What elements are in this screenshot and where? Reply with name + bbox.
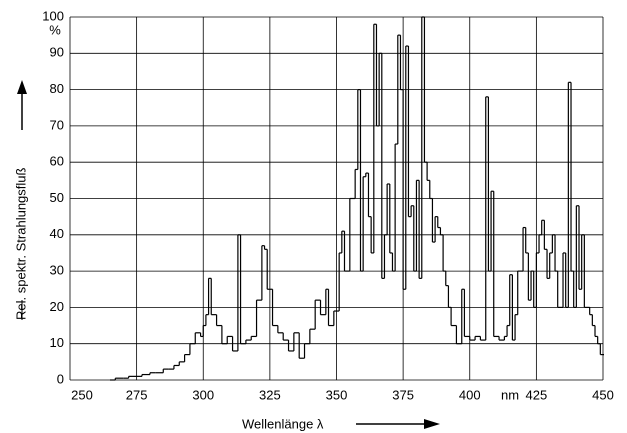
y-tick-label: 30 (50, 263, 64, 278)
x-tick-label: 450 (592, 387, 614, 402)
x-tick-label: 350 (326, 387, 348, 402)
x-tick-label: 425 (526, 387, 548, 402)
y-tick-label: 0 (57, 371, 64, 386)
y-tick-label: 80 (50, 81, 64, 96)
y-tick-label: 60 (50, 154, 64, 169)
x-tick-label: 375 (392, 387, 414, 402)
x-tick-label: 400 (459, 387, 481, 402)
x-tick-label: 250 (71, 387, 93, 402)
y-tick-label: 70 (50, 117, 64, 132)
x-tick-label: 325 (259, 387, 281, 402)
y-tick-label: 100 (42, 8, 64, 23)
x-tick-label: 300 (192, 387, 214, 402)
x-unit: nm (501, 387, 519, 402)
y-tick-label: 50 (50, 190, 64, 205)
y-tick-label: 10 (50, 335, 64, 350)
y-tick-label: 40 (50, 226, 64, 241)
x-tick-label: 275 (126, 387, 148, 402)
y-tick-label: 20 (50, 299, 64, 314)
y-tick-label: 90 (50, 45, 64, 60)
x-arrow-head (424, 419, 440, 429)
x-axis-label: Wellenlänge λ (242, 416, 324, 431)
y-axis-label: Rel. spektr. Strahlungsfluß (13, 167, 28, 320)
y-unit: % (49, 22, 61, 37)
y-arrow-head (17, 80, 27, 94)
